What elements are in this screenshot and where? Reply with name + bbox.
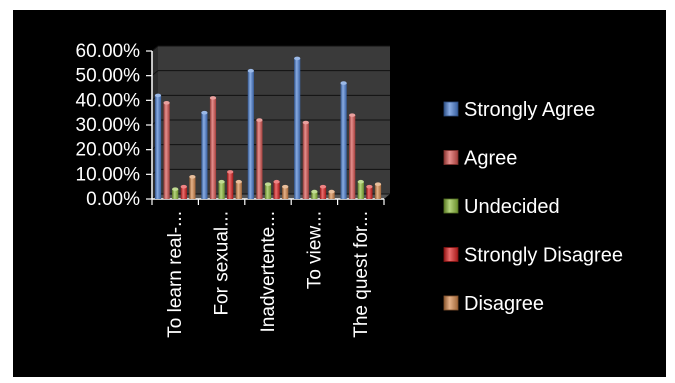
- bar: [248, 69, 254, 199]
- bar: [172, 187, 178, 199]
- legend-swatch: [444, 248, 458, 262]
- bar: [181, 185, 187, 199]
- legend-swatch: [444, 151, 458, 165]
- plot-area: 0.00% 10.00% 20.00% 30.00% 40.00% 50.00% 60.00…: [76, 41, 390, 338]
- x-category-label: Inadvertente...: [258, 211, 279, 332]
- bar: [341, 81, 347, 199]
- bar: [256, 118, 262, 199]
- chart-frame: 0.00% 10.00% 20.00% 30.00% 40.00% 50.00% 60.00…: [13, 10, 666, 377]
- bar: [358, 180, 364, 199]
- legend-label: Strongly Disagree: [464, 245, 623, 267]
- y-tick-label: 50.00%: [76, 66, 141, 87]
- legend-label: Disagree: [464, 293, 544, 315]
- x-category-label: For sexual...: [212, 211, 233, 316]
- bar: [282, 185, 288, 199]
- y-tick-label: 60.00%: [76, 41, 141, 62]
- legend-swatch: [444, 296, 458, 310]
- bar: [227, 170, 233, 199]
- bar: [274, 180, 280, 199]
- legend-swatch: [444, 199, 458, 213]
- bar: [311, 190, 317, 199]
- bar: [349, 113, 355, 199]
- bar: [303, 121, 309, 199]
- bar: [375, 182, 381, 199]
- legend-item: Strongly Disagree: [444, 245, 623, 267]
- bar: [210, 96, 216, 199]
- legend-item: Strongly Agree: [444, 99, 595, 121]
- y-tick-label: 0.00%: [86, 189, 140, 210]
- y-tick-label: 10.00%: [76, 164, 141, 185]
- x-category-label: To view...: [304, 211, 325, 289]
- legend-label: Undecided: [464, 196, 560, 218]
- legend-item: Disagree: [444, 293, 544, 315]
- legend: Strongly Agree Agree Undecided Strongly Dis…: [444, 99, 623, 315]
- bar: [201, 111, 207, 199]
- bar: [320, 185, 326, 199]
- clustered-bar-chart: 0.00% 10.00% 20.00% 30.00% 40.00% 50.00% 60.00…: [13, 10, 666, 377]
- bar: [265, 182, 271, 199]
- legend-label: Agree: [464, 148, 517, 170]
- y-tick-label: 20.00%: [76, 140, 141, 161]
- legend-label: Strongly Agree: [464, 99, 595, 121]
- bar: [329, 190, 335, 199]
- bar: [189, 175, 195, 199]
- bar: [366, 185, 372, 199]
- y-tick-label: 30.00%: [76, 115, 141, 136]
- bar: [155, 94, 161, 199]
- legend-swatch: [444, 102, 458, 116]
- x-category-label: To learn real-...: [165, 211, 186, 338]
- y-tick-label: 40.00%: [76, 90, 141, 111]
- bar: [219, 180, 225, 199]
- x-category-label: The quest for...: [351, 211, 372, 338]
- bar: [236, 180, 242, 199]
- legend-item: Undecided: [444, 196, 560, 218]
- bar: [164, 101, 170, 199]
- bar: [294, 57, 300, 199]
- legend-item: Agree: [444, 148, 517, 170]
